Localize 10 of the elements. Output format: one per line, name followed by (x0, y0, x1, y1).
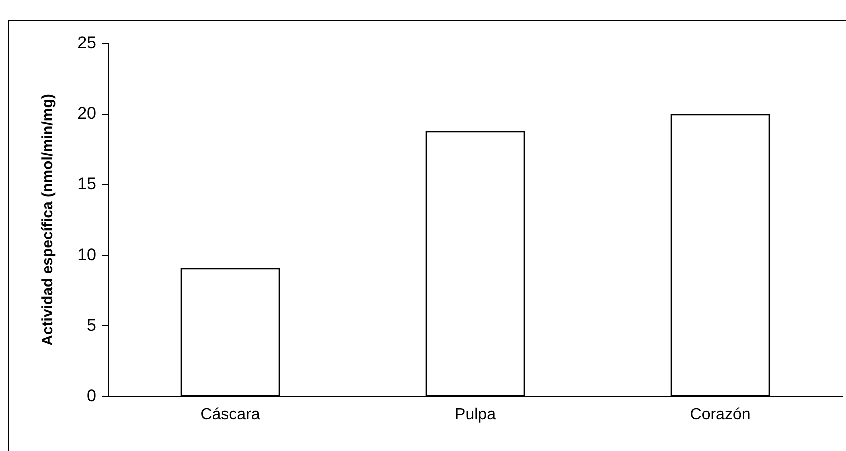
y-axis-title: Actividad específica (nmol/min/mg) (40, 94, 57, 346)
y-tick-label: 5 (87, 316, 96, 335)
x-tick-label: Pulpa (455, 406, 496, 424)
x-tick-label: Corazón (690, 406, 751, 424)
y-tick-label: 20 (78, 104, 96, 124)
x-tick-label: Cáscara (200, 406, 260, 424)
y-tick-label: 10 (78, 245, 96, 264)
y-tick-label: 25 (78, 34, 96, 52)
y-tick-label: 0 (87, 386, 96, 406)
y-tick-label: 15 (78, 174, 96, 194)
